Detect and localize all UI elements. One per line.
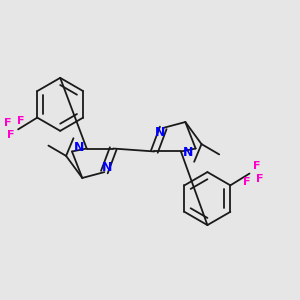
Text: N: N — [183, 146, 194, 159]
Text: F: F — [17, 116, 25, 126]
Text: N: N — [74, 141, 85, 154]
Text: F: F — [256, 174, 264, 184]
Text: F: F — [253, 161, 261, 171]
Text: F: F — [4, 118, 12, 128]
Text: F: F — [243, 177, 250, 188]
Text: N: N — [102, 161, 112, 174]
Text: N: N — [155, 126, 166, 139]
Text: F: F — [7, 130, 14, 140]
